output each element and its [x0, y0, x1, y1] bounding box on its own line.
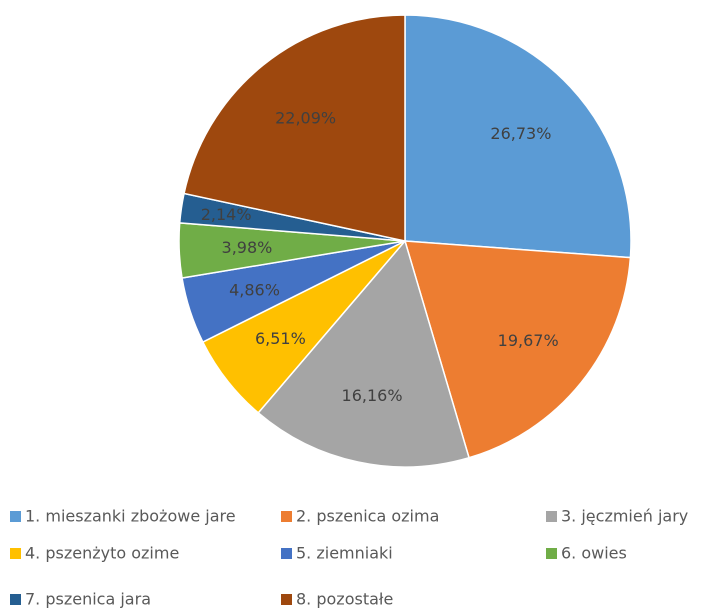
legend-label-5: 5. ziemniaki — [296, 544, 393, 563]
legend-label-3: 3. jęczmień jary — [561, 507, 688, 526]
legend-item-5: 5. ziemniaki — [281, 544, 393, 563]
legend-swatch-1 — [10, 511, 21, 522]
legend-label-1: 1. mieszanki zbożowe jare — [25, 507, 236, 526]
legend-item-8: 8. pozostałe — [281, 590, 393, 609]
legend-label-7: 7. pszenica jara — [25, 590, 151, 609]
legend-item-1: 1. mieszanki zbożowe jare — [10, 507, 236, 526]
data-label-2: 19,67% — [498, 331, 559, 350]
data-label-1: 26,73% — [490, 124, 551, 143]
legend-swatch-3 — [546, 511, 557, 522]
legend-item-4: 4. pszenżyto ozime — [10, 544, 179, 563]
legend-item-2: 2. pszenica ozima — [281, 507, 439, 526]
pie-slice-3 — [257, 239, 470, 468]
legend-label-6: 6. owies — [561, 544, 627, 563]
pie-slice-8 — [183, 14, 406, 242]
legend-item-7: 7. pszenica jara — [10, 590, 151, 609]
data-label-4: 6,51% — [255, 329, 306, 348]
data-label-5: 4,86% — [229, 280, 280, 299]
legend-swatch-5 — [281, 548, 292, 559]
data-label-8: 22,09% — [275, 108, 336, 127]
legend-swatch-7 — [10, 594, 21, 605]
legend-label-4: 4. pszenżyto ozime — [25, 544, 179, 563]
data-label-7: 2,14% — [201, 205, 252, 224]
pie-slices — [178, 14, 632, 468]
legend-item-3: 3. jęczmień jary — [546, 507, 688, 526]
pie-slice-2 — [403, 240, 632, 459]
chart-legend: 1. mieszanki zbożowe jare 2. pszenica ozi… — [10, 507, 688, 609]
legend-swatch-6 — [546, 548, 557, 559]
legend-label-8: 8. pozostałe — [296, 590, 393, 609]
data-label-6: 3,98% — [222, 238, 273, 257]
legend-swatch-8 — [281, 594, 292, 605]
legend-item-6: 6. owies — [546, 544, 627, 563]
legend-label-2: 2. pszenica ozima — [296, 507, 439, 526]
legend-swatch-4 — [10, 548, 21, 559]
data-label-3: 16,16% — [342, 386, 403, 405]
legend-swatch-2 — [281, 511, 292, 522]
pie-slice-1 — [404, 14, 632, 259]
pie-data-labels: 26,73% 19,67% 16,16% 6,51% 4,86% 3,98% 2,14% 22… — [201, 108, 559, 405]
